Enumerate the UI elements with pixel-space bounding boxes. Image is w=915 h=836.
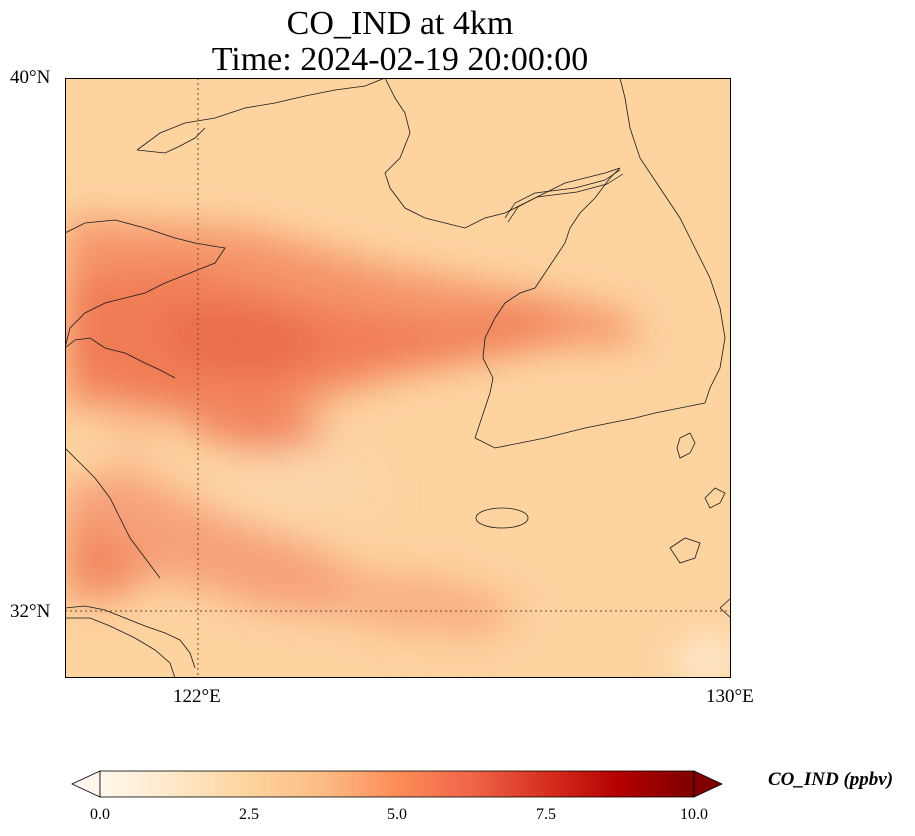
colorbar-extend-min <box>71 770 101 798</box>
colorbar-extend-max <box>693 770 723 798</box>
lat-tick-32n: 32°N <box>10 601 51 622</box>
lon-tick-130e: 130°E <box>706 686 754 707</box>
map-border <box>65 78 731 678</box>
colorbar-tick: 5.0 <box>387 806 407 823</box>
colorbar-label: CO_IND (ppbv) <box>768 769 894 790</box>
concentration-field <box>65 218 731 678</box>
colorbar <box>71 770 723 798</box>
lat-tick-40n: 40°N <box>10 67 51 88</box>
colorbar-tick: 0.0 <box>90 806 110 823</box>
map-canvas <box>65 78 731 678</box>
colorbar-tick: 2.5 <box>239 806 259 823</box>
map-title-time: Time: 2024-02-19 20:00:00 <box>211 41 589 78</box>
coastlines <box>65 78 731 678</box>
colorbar-gradient <box>99 770 695 798</box>
colorbar-tick: 7.5 <box>536 806 556 823</box>
map-title-variable: CO_IND at 4km <box>286 5 514 42</box>
lon-tick-122e: 122°E <box>173 686 221 707</box>
map-panel <box>65 78 731 678</box>
map-gridlines <box>65 78 731 678</box>
colorbar-tick: 10.0 <box>680 806 708 823</box>
